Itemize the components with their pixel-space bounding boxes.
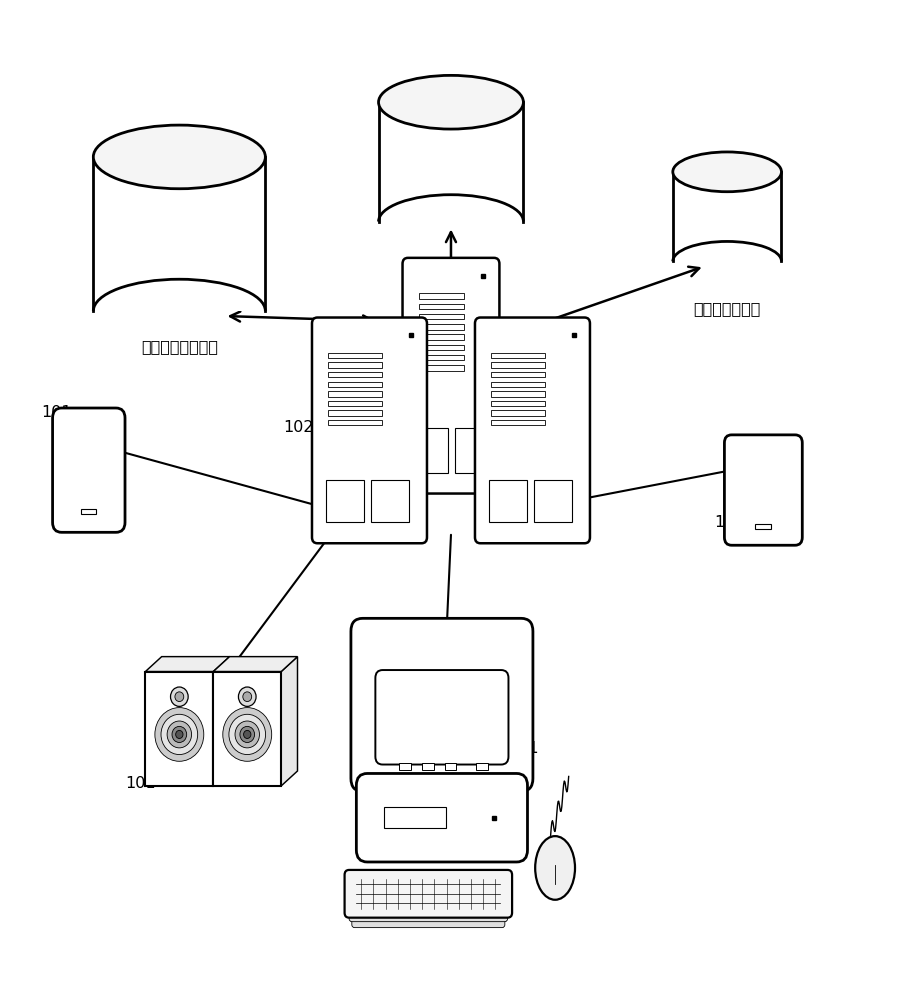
FancyBboxPatch shape <box>491 401 546 406</box>
FancyBboxPatch shape <box>755 524 772 529</box>
FancyBboxPatch shape <box>349 904 507 922</box>
Ellipse shape <box>155 708 204 761</box>
FancyBboxPatch shape <box>356 773 527 862</box>
Text: 101: 101 <box>714 495 747 530</box>
FancyBboxPatch shape <box>419 293 464 299</box>
FancyBboxPatch shape <box>81 509 97 514</box>
Text: 101: 101 <box>125 768 156 791</box>
Text: 101: 101 <box>41 405 71 447</box>
FancyBboxPatch shape <box>489 480 527 522</box>
FancyBboxPatch shape <box>328 382 383 387</box>
FancyBboxPatch shape <box>419 304 464 309</box>
FancyBboxPatch shape <box>419 314 464 319</box>
FancyBboxPatch shape <box>352 910 505 928</box>
Ellipse shape <box>535 836 575 900</box>
FancyBboxPatch shape <box>328 372 383 377</box>
Ellipse shape <box>170 687 189 706</box>
Polygon shape <box>213 657 230 786</box>
Bar <box>93 157 265 311</box>
Ellipse shape <box>243 730 251 738</box>
Text: 多媒体文件数据库: 多媒体文件数据库 <box>141 339 218 354</box>
FancyBboxPatch shape <box>491 353 546 358</box>
FancyBboxPatch shape <box>475 318 590 543</box>
Polygon shape <box>146 657 230 672</box>
Ellipse shape <box>235 721 260 748</box>
FancyBboxPatch shape <box>419 334 464 340</box>
FancyBboxPatch shape <box>724 435 803 545</box>
FancyBboxPatch shape <box>344 870 512 918</box>
FancyBboxPatch shape <box>328 353 383 358</box>
FancyBboxPatch shape <box>384 807 446 828</box>
Ellipse shape <box>93 125 265 189</box>
FancyBboxPatch shape <box>375 670 508 765</box>
FancyBboxPatch shape <box>328 391 383 397</box>
Ellipse shape <box>176 730 183 738</box>
Polygon shape <box>213 657 298 672</box>
FancyBboxPatch shape <box>456 428 486 473</box>
FancyBboxPatch shape <box>326 480 364 522</box>
FancyBboxPatch shape <box>417 428 448 473</box>
FancyBboxPatch shape <box>328 420 383 425</box>
Text: 102: 102 <box>283 420 345 442</box>
FancyBboxPatch shape <box>328 410 383 416</box>
FancyBboxPatch shape <box>312 318 427 543</box>
FancyBboxPatch shape <box>491 391 546 397</box>
FancyBboxPatch shape <box>419 355 464 360</box>
FancyBboxPatch shape <box>146 672 213 786</box>
Text: 101: 101 <box>488 741 538 783</box>
Ellipse shape <box>243 692 251 702</box>
FancyBboxPatch shape <box>399 763 411 770</box>
FancyBboxPatch shape <box>534 480 572 522</box>
FancyBboxPatch shape <box>491 420 546 425</box>
Polygon shape <box>281 657 298 786</box>
FancyBboxPatch shape <box>371 480 409 522</box>
FancyBboxPatch shape <box>422 763 434 770</box>
Ellipse shape <box>673 152 782 192</box>
FancyBboxPatch shape <box>491 362 546 368</box>
FancyBboxPatch shape <box>491 372 546 377</box>
FancyBboxPatch shape <box>328 401 383 406</box>
FancyBboxPatch shape <box>445 763 456 770</box>
FancyBboxPatch shape <box>328 362 383 368</box>
Bar <box>673 172 782 261</box>
Ellipse shape <box>239 687 256 706</box>
FancyBboxPatch shape <box>419 324 464 330</box>
Ellipse shape <box>172 726 187 742</box>
Text: 用户信息数据库: 用户信息数据库 <box>417 256 485 271</box>
Ellipse shape <box>229 714 266 755</box>
FancyBboxPatch shape <box>419 345 464 350</box>
FancyBboxPatch shape <box>491 410 546 416</box>
FancyBboxPatch shape <box>403 258 499 494</box>
Bar <box>379 102 524 222</box>
Ellipse shape <box>175 692 184 702</box>
Text: 用户搜索记录库: 用户搜索记录库 <box>693 301 761 316</box>
FancyBboxPatch shape <box>419 365 464 371</box>
FancyBboxPatch shape <box>351 618 533 791</box>
FancyBboxPatch shape <box>476 763 488 770</box>
Ellipse shape <box>223 708 271 761</box>
Ellipse shape <box>240 726 254 742</box>
Ellipse shape <box>161 714 198 755</box>
Ellipse shape <box>379 75 524 129</box>
FancyBboxPatch shape <box>53 408 125 532</box>
FancyBboxPatch shape <box>491 382 546 387</box>
Ellipse shape <box>167 721 191 748</box>
FancyBboxPatch shape <box>213 672 281 786</box>
